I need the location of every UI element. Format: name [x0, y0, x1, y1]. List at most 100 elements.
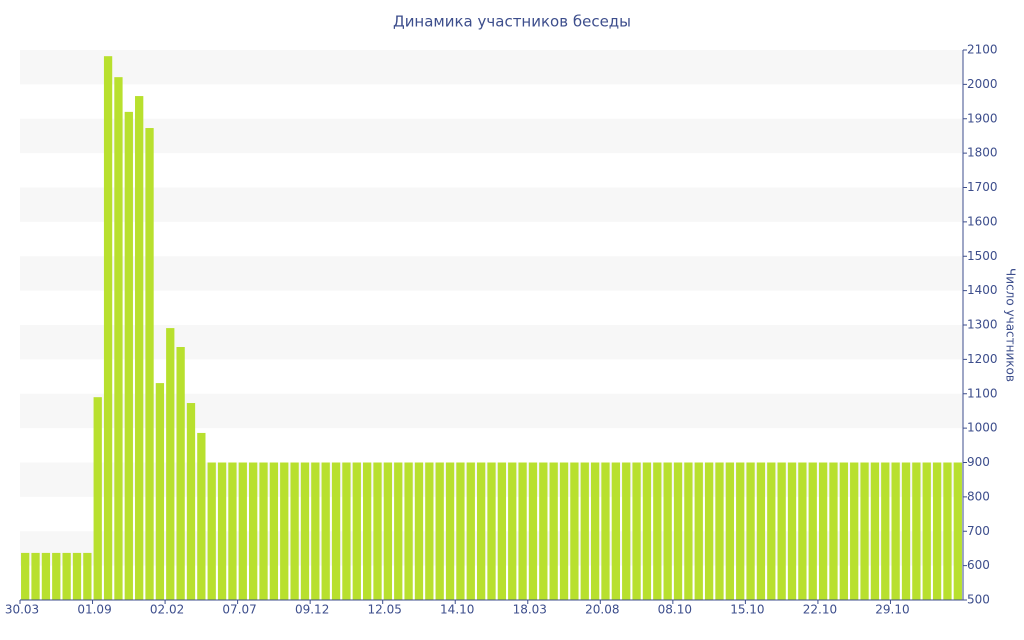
bar	[725, 462, 734, 600]
bar	[352, 462, 361, 600]
x-tick-label: 18.03	[513, 603, 547, 617]
bar	[736, 462, 745, 600]
bar	[124, 111, 133, 600]
bar	[363, 462, 372, 600]
bar	[663, 462, 672, 600]
bar	[31, 552, 40, 600]
y-tick-label: 600	[967, 558, 990, 572]
y-tick-label: 2100	[967, 43, 998, 57]
bar	[394, 462, 403, 600]
bar	[932, 462, 942, 600]
bar	[601, 462, 610, 600]
x-tick-label: 15.10	[730, 603, 764, 617]
bar	[756, 462, 766, 600]
bar	[487, 462, 496, 600]
bar	[901, 462, 911, 600]
chart-title: Динамика участников беседы	[393, 13, 631, 31]
bar	[300, 462, 310, 600]
bar	[280, 462, 289, 600]
bar	[207, 462, 216, 600]
bar	[891, 462, 900, 600]
x-tick-label: 07.07	[222, 603, 256, 617]
bar	[476, 462, 486, 600]
y-tick-label: 1400	[967, 283, 998, 297]
y-tick-label: 1300	[967, 318, 998, 332]
bar	[103, 56, 113, 600]
bar	[943, 462, 952, 600]
bar	[611, 462, 620, 600]
bar	[632, 462, 641, 600]
bar	[953, 462, 962, 600]
bar	[259, 462, 268, 600]
bar	[445, 462, 455, 600]
y-tick-label: 1200	[967, 352, 998, 366]
x-tick-label: 01.09	[77, 603, 111, 617]
y-tick-label: 2000	[967, 77, 998, 91]
bar	[41, 552, 51, 600]
bar	[135, 96, 144, 600]
bar	[466, 462, 475, 600]
bar	[580, 462, 589, 600]
bar	[704, 462, 714, 600]
x-tick-label: 14.10	[440, 603, 474, 617]
bar	[508, 462, 517, 600]
bar	[72, 552, 82, 600]
bar	[114, 77, 123, 600]
bar	[176, 347, 185, 600]
bar	[52, 552, 61, 600]
bar	[83, 552, 92, 600]
bar	[155, 383, 165, 600]
bar	[912, 462, 921, 600]
bar	[642, 462, 652, 600]
bar	[746, 462, 755, 600]
bar	[590, 462, 600, 600]
grid-band	[20, 187, 963, 222]
bar	[850, 462, 859, 600]
x-tick-label: 09.12	[295, 603, 329, 617]
bar	[383, 462, 393, 600]
bar	[777, 462, 786, 600]
bar	[694, 462, 703, 600]
bar	[528, 462, 538, 600]
bar	[518, 462, 527, 600]
bar	[870, 462, 880, 600]
bar	[922, 462, 931, 600]
bar	[715, 462, 724, 600]
x-tick-label: 20.08	[585, 603, 619, 617]
y-tick-label: 1800	[967, 146, 998, 160]
bar	[549, 462, 558, 600]
bar	[497, 462, 507, 600]
y-tick-label: 1500	[967, 249, 998, 263]
bar	[238, 462, 247, 600]
bar	[798, 462, 807, 600]
bar	[311, 462, 320, 600]
bar	[808, 462, 817, 600]
bar	[186, 403, 196, 600]
bar	[331, 462, 341, 600]
bar	[197, 432, 206, 600]
x-tick-label: 30.03	[5, 603, 39, 617]
bar	[653, 462, 662, 600]
bar	[767, 462, 776, 600]
bar	[839, 462, 848, 600]
y-tick-label: 700	[967, 524, 990, 538]
y-tick-label: 1700	[967, 180, 998, 194]
x-tick-label: 02.02	[150, 603, 184, 617]
bar	[456, 462, 465, 600]
bar	[249, 462, 258, 600]
bar	[373, 462, 382, 600]
x-tick-label: 08.10	[658, 603, 692, 617]
y-tick-label: 900	[967, 455, 990, 469]
x-tick-label: 29.10	[875, 603, 909, 617]
x-tick-label: 22.10	[803, 603, 837, 617]
y-tick-label: 1000	[967, 421, 998, 435]
bar	[622, 462, 631, 600]
grid-band	[20, 325, 963, 360]
bar	[62, 552, 71, 600]
bar	[787, 462, 797, 600]
bar	[539, 462, 548, 600]
bar	[290, 462, 299, 600]
y-tick-label: 1600	[967, 214, 998, 228]
grid-band	[20, 256, 963, 291]
